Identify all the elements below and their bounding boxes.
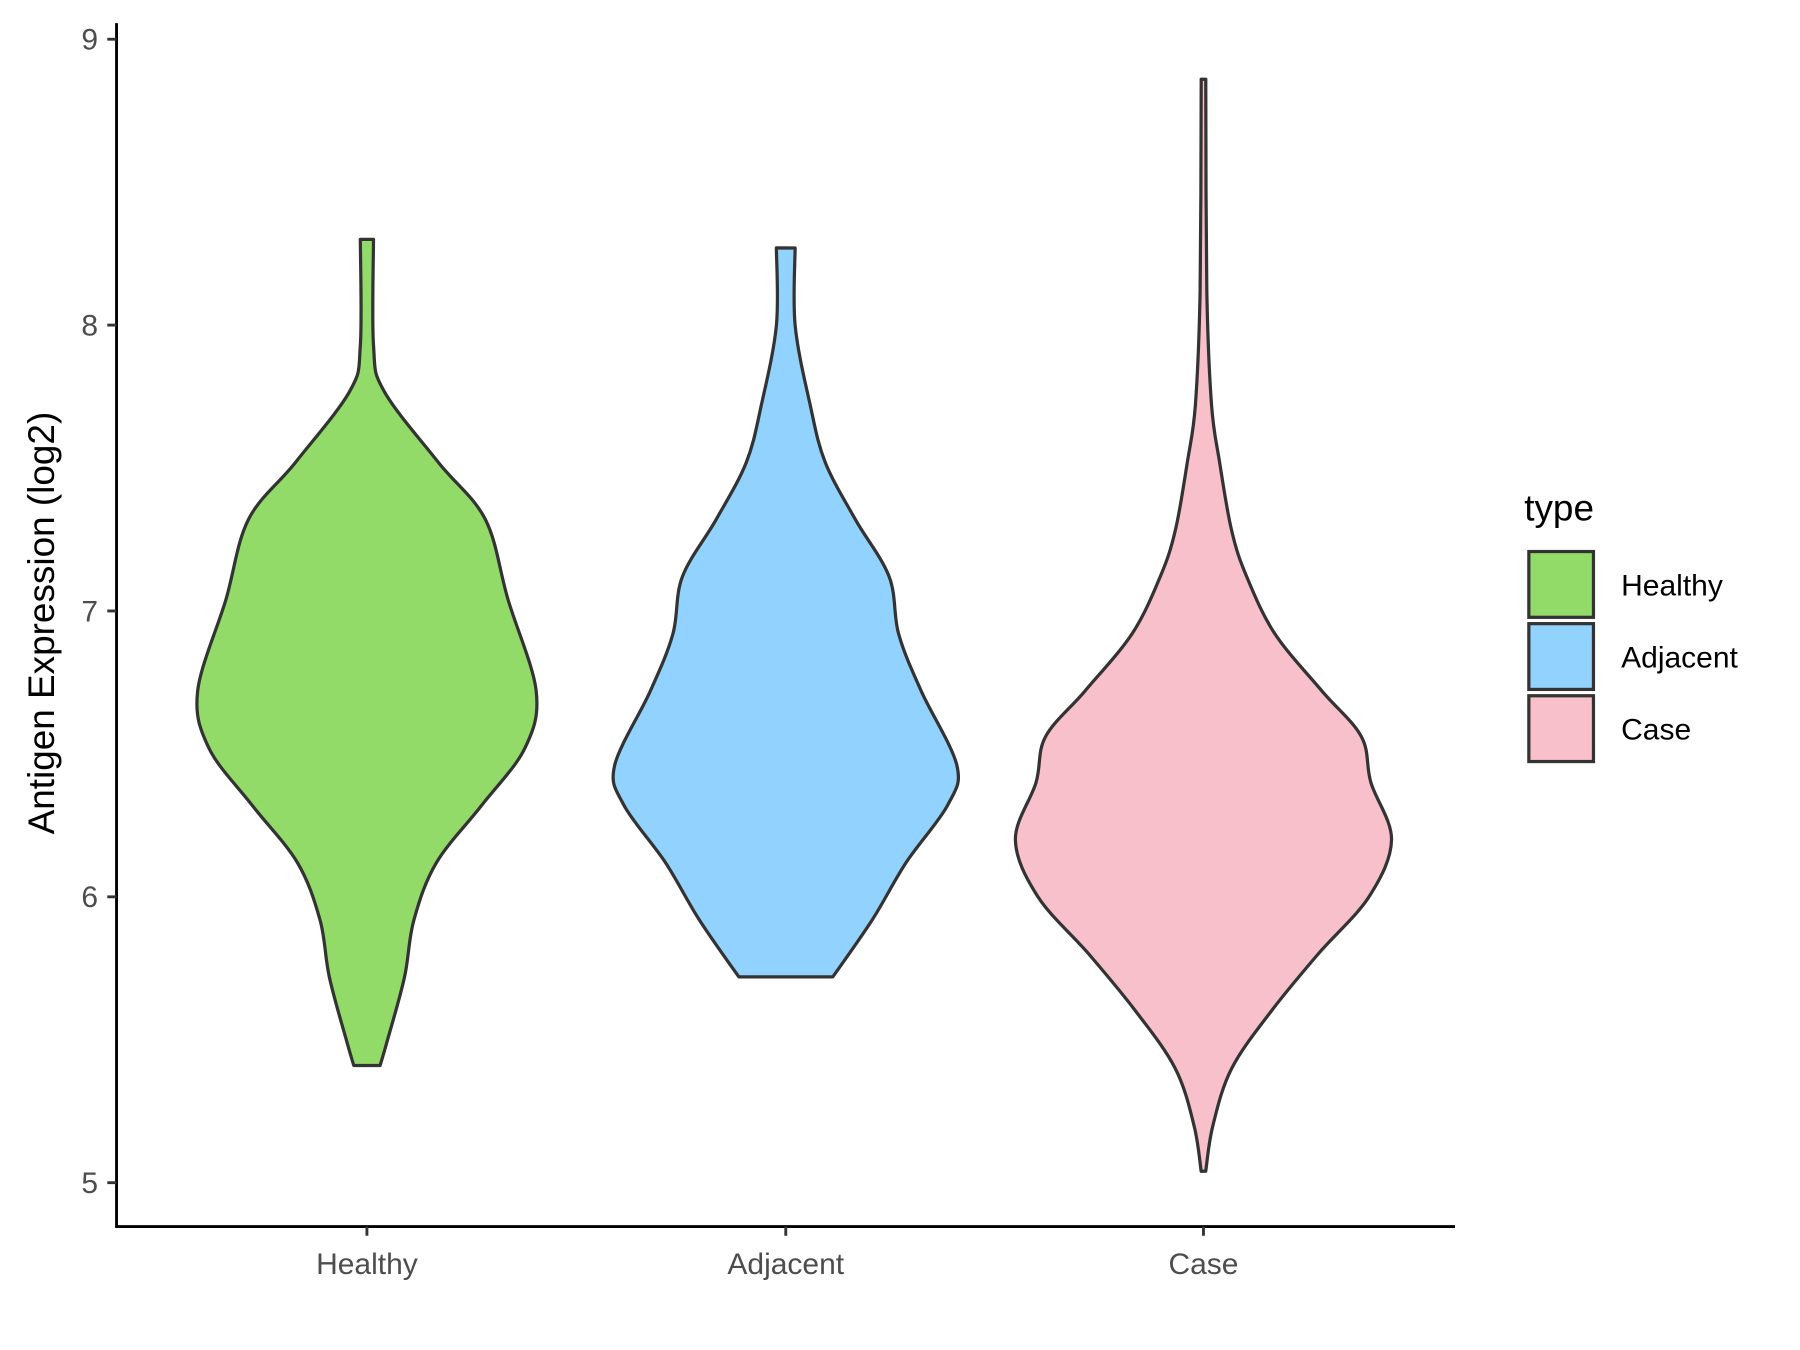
legend-key-case <box>1527 694 1596 764</box>
violins <box>195 77 1394 1173</box>
violin-healthy <box>195 237 539 1068</box>
y-tick-label: 6 <box>81 881 98 914</box>
y-axis-title: Antigen Expression (log2) <box>21 412 62 835</box>
legend-label: Healthy <box>1621 569 1723 602</box>
legend-label: Case <box>1621 714 1691 747</box>
violin-case <box>1013 77 1394 1173</box>
x-tick-label: Adjacent <box>727 1248 844 1281</box>
x-tick-label: Case <box>1168 1248 1238 1281</box>
x-tick-label: Healthy <box>316 1248 418 1281</box>
y-tick-label: 5 <box>81 1167 98 1200</box>
y-tick-label: 9 <box>81 24 98 57</box>
y-tick-label: 7 <box>81 595 98 628</box>
x-ticks: Healthy Adjacent Case <box>316 1226 1238 1281</box>
legend-title: type <box>1524 487 1594 528</box>
violin-adjacent <box>611 246 961 979</box>
legend-key-adjacent <box>1527 622 1596 692</box>
legend: type Healthy Adjacent Case <box>1524 487 1739 764</box>
legend-label: Adjacent <box>1621 642 1738 675</box>
y-tick-label: 8 <box>81 309 98 342</box>
y-ticks: 5 6 7 8 9 <box>81 24 117 1200</box>
legend-key-healthy <box>1527 549 1596 619</box>
